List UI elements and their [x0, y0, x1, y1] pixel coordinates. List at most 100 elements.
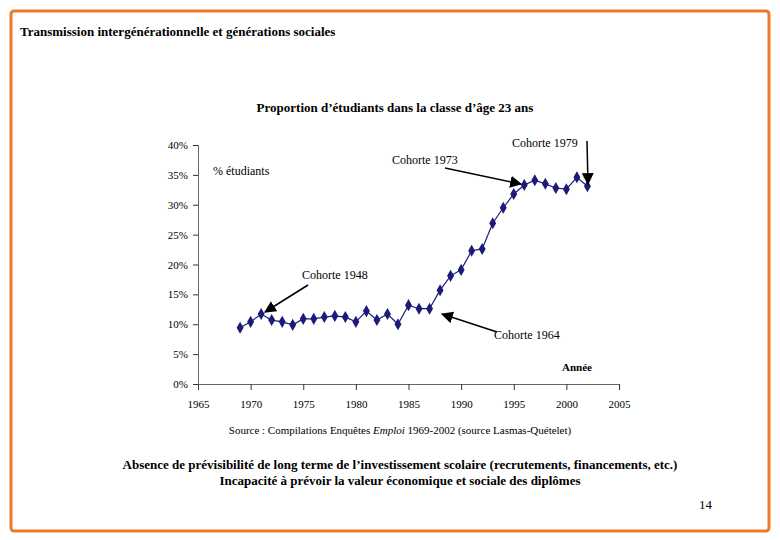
- y-tick: 30%: [168, 199, 198, 211]
- series-marker: [268, 314, 275, 326]
- series-marker: [237, 322, 244, 334]
- y-tick-label: 0%: [173, 378, 188, 390]
- source-note: Source : Compilations Enquêtes Emploi 19…: [229, 424, 572, 437]
- y-tick: 10%: [168, 318, 198, 330]
- x-tick: 1985: [398, 384, 421, 410]
- series-marker: [426, 303, 433, 315]
- source-part: 1969-2002 (source Lasmas-Quételet): [405, 424, 572, 437]
- y-tick-mark: [193, 235, 198, 236]
- series-marker: [331, 310, 338, 322]
- x-tick-label: 1995: [503, 398, 526, 410]
- y-tick-mark: [193, 294, 198, 295]
- series-marker: [573, 171, 580, 183]
- y-tick-mark: [193, 175, 198, 176]
- annotation-arrow: [587, 141, 588, 184]
- y-tick-label: 40%: [168, 139, 188, 151]
- page-number: 14: [699, 497, 713, 512]
- x-tick: 1990: [451, 384, 474, 410]
- y-tick-mark: [193, 265, 198, 266]
- y-tick: 20%: [168, 259, 198, 271]
- y-axis: 0% 5% 10% 15% 20% 25% 30% 35% 40%: [168, 139, 199, 390]
- series-marker: [489, 217, 496, 229]
- y-tick: 5%: [173, 348, 198, 360]
- series-marker: [510, 188, 517, 200]
- series-marker: [447, 270, 454, 282]
- annotation-arrow: [265, 285, 308, 312]
- series-marker: [542, 178, 549, 190]
- x-tick-mark: [303, 384, 304, 390]
- series-marker: [563, 183, 570, 195]
- y-tick-label: 25%: [168, 229, 188, 241]
- series-marker: [500, 202, 507, 214]
- series-marker: [352, 316, 359, 328]
- x-tick-label: 1990: [451, 398, 474, 410]
- series-marker: [342, 311, 349, 323]
- series-marker: [300, 313, 307, 325]
- y-tick-mark: [193, 145, 198, 146]
- series-marker: [458, 264, 465, 276]
- series-marker: [394, 318, 401, 330]
- x-tick-label: 1970: [240, 398, 263, 410]
- y-tick: 15%: [168, 288, 198, 300]
- y-tick-label: 15%: [168, 288, 188, 300]
- series-marker: [363, 305, 370, 317]
- series-line: [240, 177, 587, 328]
- series-marker: [247, 316, 254, 328]
- y-tick-label: 35%: [168, 169, 188, 181]
- series-marker: [289, 319, 296, 331]
- series-marker: [310, 313, 317, 325]
- x-tick-mark: [566, 384, 567, 390]
- x-tick-label: 1985: [398, 398, 421, 410]
- x-tick-mark: [461, 384, 462, 390]
- x-axis-title: Année: [562, 361, 592, 373]
- x-axis-line: [199, 385, 620, 391]
- x-tick-mark: [356, 384, 357, 390]
- y-tick-mark: [193, 324, 198, 325]
- y-axis-line: [193, 146, 199, 385]
- y-tick-label: 10%: [168, 318, 188, 330]
- x-tick-mark: [514, 384, 515, 390]
- annotation-text: Cohorte 1973: [392, 153, 458, 167]
- x-tick-label: 1965: [188, 398, 211, 410]
- x-tick: 1975: [293, 384, 316, 410]
- annotation-text: Cohorte 1948: [302, 268, 368, 282]
- series-marker: [384, 308, 391, 320]
- y-tick: 0%: [173, 378, 198, 390]
- y-tick: 35%: [168, 169, 198, 181]
- x-tick-label: 2000: [556, 398, 579, 410]
- y-tick-mark: [193, 384, 198, 385]
- source-part: Emploi: [372, 424, 405, 436]
- x-tick-mark: [409, 384, 410, 390]
- series-marker: [531, 174, 538, 186]
- annotation-arrow: [445, 168, 521, 184]
- annotation-text: Cohorte 1979: [512, 136, 578, 150]
- footer-line: Absence de prévisibilité de long terme d…: [123, 457, 678, 472]
- legend: % étudiants: [213, 164, 270, 178]
- source-part: Source : Compilations Enquêtes: [229, 424, 373, 436]
- y-tick-label: 5%: [173, 348, 188, 360]
- y-tick-label: 30%: [168, 199, 188, 211]
- y-tick-label: 20%: [168, 259, 188, 271]
- series-marker: [258, 308, 265, 320]
- series-marker: [416, 303, 423, 315]
- x-tick: 1980: [345, 384, 368, 410]
- series-marker: [468, 245, 475, 257]
- x-tick-label: 1980: [345, 398, 368, 410]
- footer-line: Incapacité à prévoir la valeur économiqu…: [220, 473, 581, 488]
- slide: Transmission intergénérationnelle et gén…: [0, 0, 780, 540]
- chart-title: Proportion d’étudiants dans la classe d’…: [257, 100, 534, 115]
- annotation-text: Cohorte 1964: [494, 328, 560, 342]
- y-tick: 40%: [168, 139, 198, 151]
- series-marker: [373, 314, 380, 326]
- x-tick-mark: [251, 384, 252, 390]
- annotations: Cohorte 1979 Cohorte 1973 Cohorte 1948 Coho…: [265, 136, 588, 342]
- x-tick: 2000: [556, 384, 579, 410]
- x-tick: 1995: [503, 384, 526, 410]
- legend-label: % étudiants: [213, 164, 270, 178]
- x-tick-mark: [619, 384, 620, 390]
- y-tick-mark: [193, 205, 198, 206]
- series-marker: [279, 316, 286, 328]
- slide-frame: [11, 11, 769, 531]
- slide-header: Transmission intergénérationnelle et gén…: [20, 24, 335, 39]
- x-tick-label: 2005: [609, 398, 632, 410]
